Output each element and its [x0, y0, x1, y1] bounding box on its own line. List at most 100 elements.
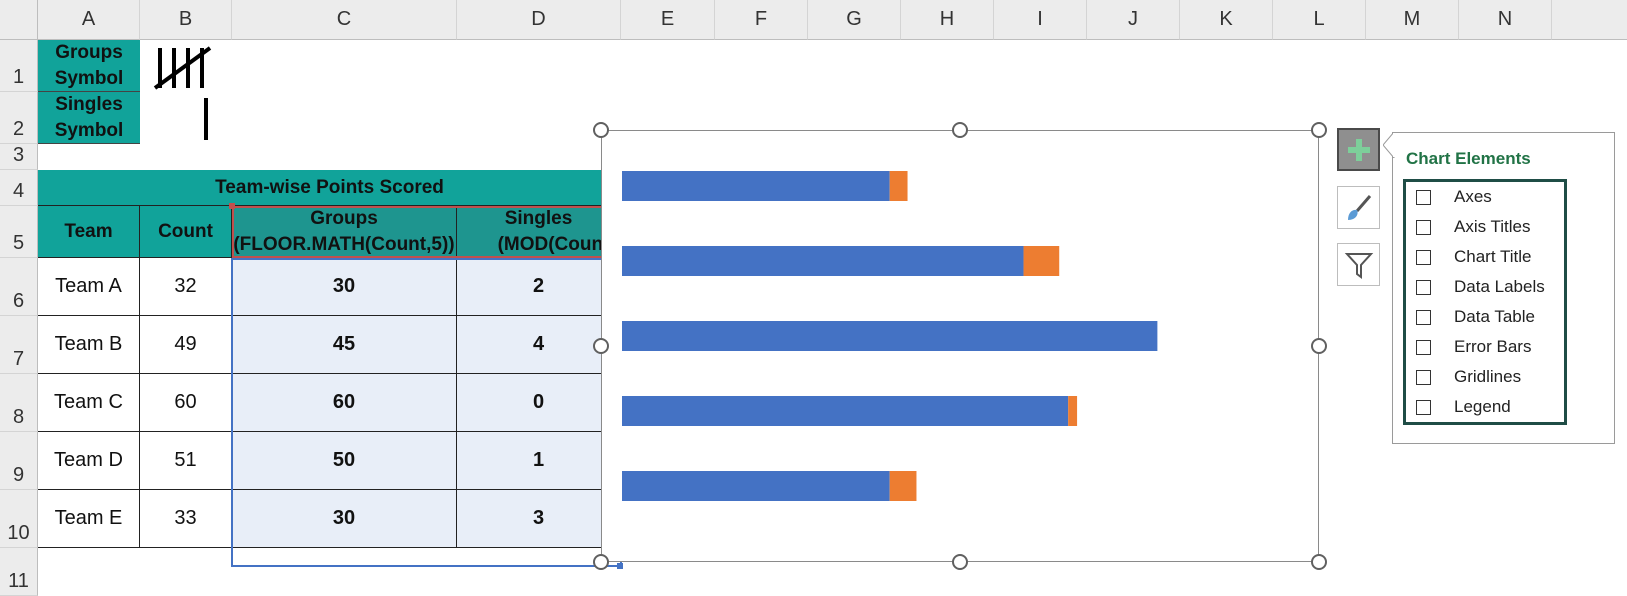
singles-symbol-label-line2: Symbol — [54, 119, 124, 141]
select-all-corner[interactable] — [0, 0, 38, 40]
column-header-m[interactable]: M — [1366, 0, 1459, 40]
singles-symbol-label[interactable]: Singles Symbol — [38, 92, 140, 144]
bar-segment-series-2-team-a[interactable] — [889, 171, 908, 201]
checkbox[interactable] — [1416, 219, 1431, 235]
bar-segment-series-2-team-d[interactable] — [1068, 396, 1078, 426]
chart-element-axis-titles[interactable]: Axis Titles — [1416, 212, 1531, 242]
groups-cell[interactable]: 60 — [232, 374, 457, 432]
resize-handle-right[interactable] — [1311, 338, 1327, 354]
chart-elements-button[interactable] — [1337, 128, 1380, 171]
column-header-n[interactable]: N — [1459, 0, 1552, 40]
checkbox[interactable] — [1416, 399, 1431, 415]
resize-handle-top[interactable] — [952, 122, 968, 138]
singles-cell[interactable]: 2 — [457, 258, 621, 316]
singles-cell[interactable]: 1 — [457, 432, 621, 490]
chart-element-error-bars[interactable]: Error Bars — [1416, 332, 1531, 362]
table-title[interactable]: Team-wise Points Scored — [38, 170, 621, 206]
singles-cell[interactable]: 3 — [457, 490, 621, 548]
plus-icon — [1347, 138, 1370, 161]
row-header-3[interactable]: 3 — [0, 144, 38, 170]
count-cell[interactable]: 49 — [140, 316, 232, 374]
bar-segment-series-1-team-b[interactable] — [622, 246, 1024, 276]
range-handle[interactable] — [229, 203, 235, 209]
chart-element-chart-title[interactable]: Chart Title — [1416, 242, 1531, 272]
team-cell[interactable]: Team C — [38, 374, 140, 432]
row-header-10[interactable]: 10 — [0, 490, 38, 548]
count-cell[interactable]: 32 — [140, 258, 232, 316]
row-header-2[interactable]: 2 — [0, 92, 38, 144]
row-header-1[interactable]: 1 — [0, 40, 38, 92]
chart-element-label: Gridlines — [1454, 367, 1522, 386]
chart-element-label: Axes — [1454, 187, 1492, 206]
column-header-e[interactable]: E — [621, 0, 715, 40]
tally-five-symbol — [153, 46, 212, 90]
row-header-4[interactable]: 4 — [0, 170, 38, 206]
row-header-11[interactable]: 11 — [0, 548, 38, 596]
groups-cell[interactable]: 30 — [232, 490, 457, 548]
header-groups-line1: Groups — [310, 207, 378, 229]
chart-element-gridlines[interactable]: Gridlines — [1416, 362, 1521, 392]
singles-cell[interactable]: 0 — [457, 374, 621, 432]
chart-element-label: Axis Titles — [1454, 217, 1531, 236]
column-header-l[interactable]: L — [1273, 0, 1366, 40]
column-header-g[interactable]: G — [808, 0, 901, 40]
resize-handle-bottom-right[interactable] — [1311, 554, 1327, 570]
team-cell[interactable]: Team A — [38, 258, 140, 316]
chart-element-legend[interactable]: Legend — [1416, 392, 1511, 422]
row-header-9[interactable]: 9 — [0, 432, 38, 490]
bar-segment-series-1-team-d[interactable] — [622, 396, 1069, 426]
column-header-f[interactable]: F — [715, 0, 808, 40]
chart-styles-button[interactable] — [1337, 186, 1380, 229]
column-header-a[interactable]: A — [38, 0, 140, 40]
chart-filters-button[interactable] — [1337, 243, 1380, 286]
checkbox[interactable] — [1416, 189, 1431, 205]
groups-cell[interactable]: 50 — [232, 432, 457, 490]
team-cell[interactable]: Team E — [38, 490, 140, 548]
column-header-b[interactable]: B — [140, 0, 232, 40]
resize-handle-bottom[interactable] — [952, 554, 968, 570]
resize-handle-left[interactable] — [593, 338, 609, 354]
count-cell[interactable]: 33 — [140, 490, 232, 548]
groups-cell[interactable]: 45 — [232, 316, 457, 374]
groups-cell[interactable]: 30 — [232, 258, 457, 316]
count-cell[interactable]: 60 — [140, 374, 232, 432]
team-cell[interactable]: Team B — [38, 316, 140, 374]
column-header-c[interactable]: C — [232, 0, 457, 40]
row-header-7[interactable]: 7 — [0, 316, 38, 374]
column-header-j[interactable]: J — [1087, 0, 1180, 40]
row-header-8[interactable]: 8 — [0, 374, 38, 432]
bar-segment-series-1-team-a[interactable] — [622, 171, 890, 201]
resize-handle-top-right[interactable] — [1311, 122, 1327, 138]
groups-symbol-label[interactable]: Groups Symbol — [38, 40, 140, 92]
resize-handle-top-left[interactable] — [593, 122, 609, 138]
bar-segment-series-2-team-e[interactable] — [889, 471, 917, 501]
header-count[interactable]: Count — [140, 206, 232, 258]
bar-segment-series-1-team-c[interactable] — [622, 321, 1158, 351]
checkbox[interactable] — [1416, 369, 1431, 385]
column-header-k[interactable]: K — [1180, 0, 1273, 40]
column-header-i[interactable]: I — [994, 0, 1087, 40]
checkbox[interactable] — [1416, 339, 1431, 355]
bar-segment-series-1-team-e[interactable] — [622, 471, 890, 501]
checkbox[interactable] — [1416, 249, 1431, 265]
header-team[interactable]: Team — [38, 206, 140, 258]
chart-area[interactable] — [601, 130, 1319, 562]
column-header-d[interactable]: D — [457, 0, 621, 40]
team-cell[interactable]: Team D — [38, 432, 140, 490]
row-header-5[interactable]: 5 — [0, 206, 38, 258]
chart-element-axes[interactable]: Axes — [1416, 182, 1492, 212]
header-groups-line2: (FLOOR.MATH(Count,5)) — [233, 233, 455, 255]
checkbox[interactable] — [1416, 309, 1431, 325]
checkbox[interactable] — [1416, 279, 1431, 295]
resize-handle-bottom-left[interactable] — [593, 554, 609, 570]
chart-element-data-table[interactable]: Data Table — [1416, 302, 1535, 332]
column-header-h[interactable]: H — [901, 0, 994, 40]
range-handle[interactable] — [617, 563, 623, 569]
bar-segment-series-2-team-b[interactable] — [1023, 246, 1060, 276]
header-groups[interactable]: Groups (FLOOR.MATH(Count,5)) — [232, 206, 457, 258]
row-header-6[interactable]: 6 — [0, 258, 38, 316]
header-singles[interactable]: Singles (MOD(Count — [457, 206, 621, 258]
count-cell[interactable]: 51 — [140, 432, 232, 490]
panel-pointer — [1383, 132, 1395, 158]
chart-element-data-labels[interactable]: Data Labels — [1416, 272, 1545, 302]
